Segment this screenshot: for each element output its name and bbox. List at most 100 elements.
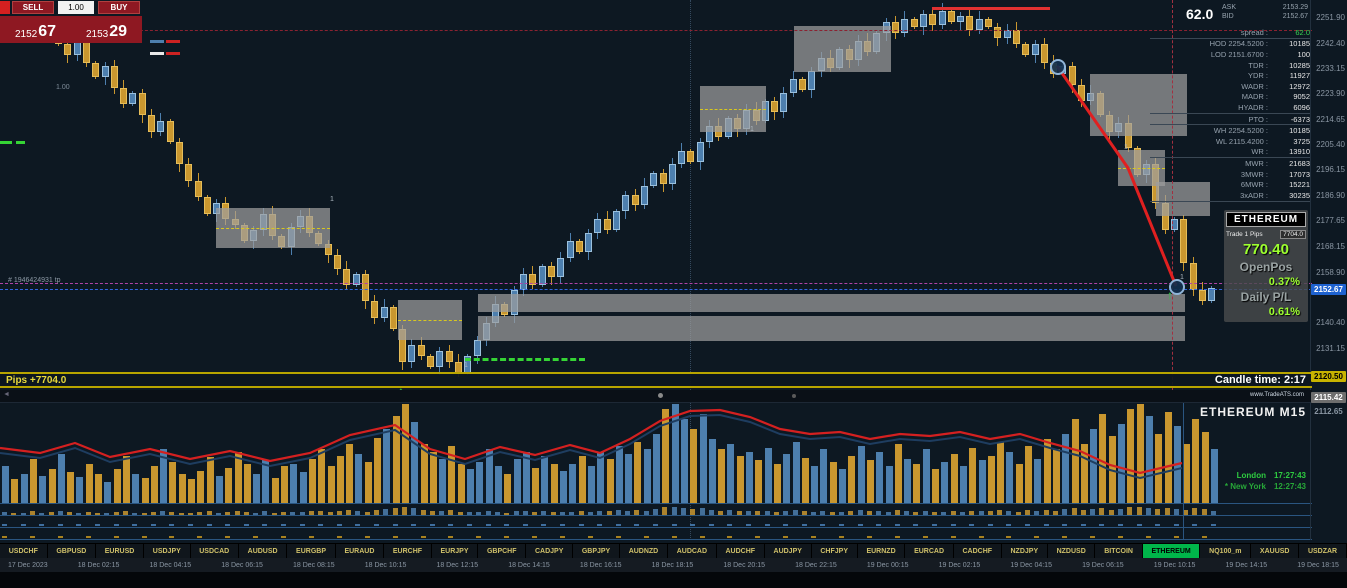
time-label: 19 Dec 10:15	[1153, 561, 1196, 569]
symbol-tab-eurgbp[interactable]: EURGBP	[287, 544, 336, 559]
indicator-tick	[932, 524, 937, 526]
stat-value: 12972	[1289, 81, 1310, 91]
indicator-tick	[932, 512, 937, 515]
symbol-tab-xauusd[interactable]: XAUUSD	[1251, 544, 1300, 559]
price-label: 2223.90	[1316, 89, 1345, 99]
symbol-tab-audjpy[interactable]: AUDJPY	[765, 544, 812, 559]
candle-body	[547, 265, 555, 277]
indicator-tick	[2, 524, 7, 526]
stat-value: 30235	[1289, 190, 1310, 200]
candle-body	[696, 142, 704, 162]
symbol-tab-usdzar[interactable]: USDZAR	[1299, 544, 1347, 559]
indicator-tick	[85, 536, 91, 538]
supply-demand-zone	[398, 300, 462, 340]
buy-price[interactable]: 2153 29	[71, 16, 142, 43]
symbol-tab-usdjpy[interactable]: USDJPY	[144, 544, 191, 559]
indicator-tick	[1034, 536, 1040, 538]
stat-row: 6MWR : 15221	[1150, 179, 1310, 190]
stat-label: MWR :	[1245, 158, 1268, 168]
indicator-tick	[467, 512, 472, 515]
symbol-tab-eurusd[interactable]: EURUSD	[96, 544, 145, 559]
indicator-tick	[225, 512, 231, 515]
chart-scrollbar[interactable]: ◄ www.TradeATS.com	[0, 390, 1312, 403]
candle-body	[138, 93, 146, 116]
symbol-tab-gbpchf[interactable]: GBPCHF	[478, 544, 527, 559]
volume-bar	[1173, 426, 1181, 504]
indicator-tick	[85, 511, 91, 515]
indicator-tick	[839, 536, 844, 538]
legend-chip-white	[150, 52, 164, 55]
indicator-tick	[718, 510, 724, 515]
indicator-tick	[811, 536, 817, 538]
sell-price[interactable]: 2152 67	[0, 16, 71, 43]
indicator-tick	[429, 524, 435, 526]
symbol-tab-cadchf[interactable]: CADCHF	[954, 544, 1002, 559]
volume-bar	[281, 466, 288, 504]
indicator-tick	[606, 511, 612, 515]
symbol-tab-eurjpy[interactable]: EURJPY	[432, 544, 479, 559]
indicator-tick	[1015, 511, 1021, 515]
candle-body	[789, 79, 797, 94]
indicator-tick	[448, 536, 454, 538]
time-axis: 17 Dec 2023 18 Dec 02:15 18 Dec 04:15 18 De…	[0, 558, 1347, 572]
symbol-tab-audusd[interactable]: AUDUSD	[239, 544, 288, 559]
volume-bar	[122, 456, 130, 504]
symbol-tab-audcad[interactable]: AUDCAD	[668, 544, 717, 559]
indicator-tick	[141, 512, 147, 515]
symbol-tab-bitcoin[interactable]: BITCOIN	[1095, 544, 1143, 559]
indicator-tick	[494, 511, 500, 515]
indicator-tick	[690, 524, 696, 526]
symbol-tab-eurcad[interactable]: EURCAD	[905, 544, 954, 559]
candle-body	[631, 194, 639, 206]
symbol-tab-nzdjpy[interactable]: NZDJPY	[1002, 544, 1048, 559]
symbol-tab-nzdusd[interactable]: NZDUSD	[1048, 544, 1096, 559]
price-label: 2233.15	[1316, 64, 1345, 74]
volume-bar	[355, 454, 363, 504]
stat-row: HOD 2254.5200 : 10185	[1150, 39, 1310, 50]
volume-bar	[764, 448, 772, 504]
buy-button[interactable]: BUY	[98, 1, 140, 14]
indicator-tick	[597, 510, 603, 515]
candle-body	[659, 172, 667, 184]
candle-body	[938, 10, 946, 25]
indicator-tick	[922, 510, 928, 515]
axis-divider	[1310, 0, 1311, 540]
stat-value: 10185	[1289, 39, 1310, 49]
symbol-tab-eurchf[interactable]: EURCHF	[384, 544, 432, 559]
symbol-tab-eurnzd[interactable]: EURNZD	[858, 544, 906, 559]
volume-bar	[150, 466, 158, 504]
symbol-tab-euraud[interactable]: EURAUD	[336, 544, 385, 559]
indicator-tick	[11, 513, 17, 515]
candle-body	[1040, 43, 1048, 63]
indicator-tick	[1145, 507, 1151, 515]
zone-count-label: 1	[1124, 144, 1128, 151]
order-panel-handle[interactable]	[0, 1, 10, 14]
symbol-tab-audchf[interactable]: AUDCHF	[717, 544, 765, 559]
volume-bar	[411, 422, 419, 504]
lot-size-input[interactable]: 1.00	[58, 1, 94, 14]
volume-bar	[504, 474, 512, 504]
scroll-left-icon[interactable]: ◄	[3, 391, 10, 398]
indicator-tick	[29, 511, 35, 515]
price-tag: 2115.42	[1311, 392, 1346, 403]
symbol-tab-cadjpy[interactable]: CADJPY	[526, 544, 574, 559]
symbol-tab-gbpjpy[interactable]: GBPJPY	[573, 544, 620, 559]
symbol-tab-gbpusd[interactable]: GBPUSD	[48, 544, 97, 559]
indicator-tick	[783, 524, 789, 526]
symbol-tab-usdchf[interactable]: USDCHF	[0, 544, 48, 559]
symbol-tab-chfjpy[interactable]: CHFJPY	[812, 544, 858, 559]
indicator-tick	[439, 511, 445, 515]
symbol-tab-ethereum[interactable]: ETHEREUM	[1142, 544, 1201, 559]
stat-value: 21683	[1289, 158, 1310, 168]
symbol-tab-usdcad[interactable]: USDCAD	[191, 544, 239, 559]
sell-button[interactable]: SELL	[12, 1, 54, 14]
symbol-tab-audnzd[interactable]: AUDNZD	[620, 544, 668, 559]
indicator-tick	[1099, 507, 1105, 515]
volume-bar	[318, 449, 326, 504]
volume-bar	[448, 446, 456, 504]
volume-bar	[634, 442, 642, 504]
stat-label: spread :	[1240, 27, 1268, 37]
symbol-tab-nq100_m[interactable]: NQ100_m	[1200, 544, 1252, 559]
price-label: 2242.40	[1316, 38, 1345, 48]
candle-body	[613, 210, 620, 231]
